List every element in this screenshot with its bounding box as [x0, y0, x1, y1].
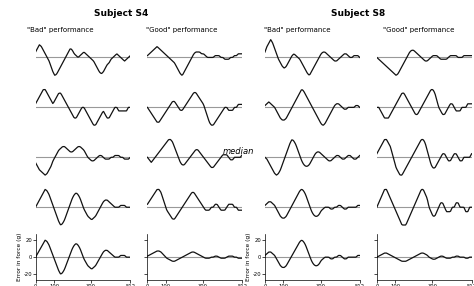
- Text: "Good" performance: "Good" performance: [383, 27, 454, 33]
- Y-axis label: Error in force (g): Error in force (g): [246, 233, 252, 281]
- Text: "Bad" performance: "Bad" performance: [264, 27, 331, 33]
- Text: Subject S4: Subject S4: [94, 9, 148, 17]
- Text: median: median: [223, 147, 254, 156]
- Text: "Good" performance: "Good" performance: [146, 27, 217, 33]
- Text: Subject S8: Subject S8: [331, 9, 385, 17]
- Text: "Bad" performance: "Bad" performance: [27, 27, 94, 33]
- Y-axis label: Error in force (g): Error in force (g): [17, 233, 22, 281]
